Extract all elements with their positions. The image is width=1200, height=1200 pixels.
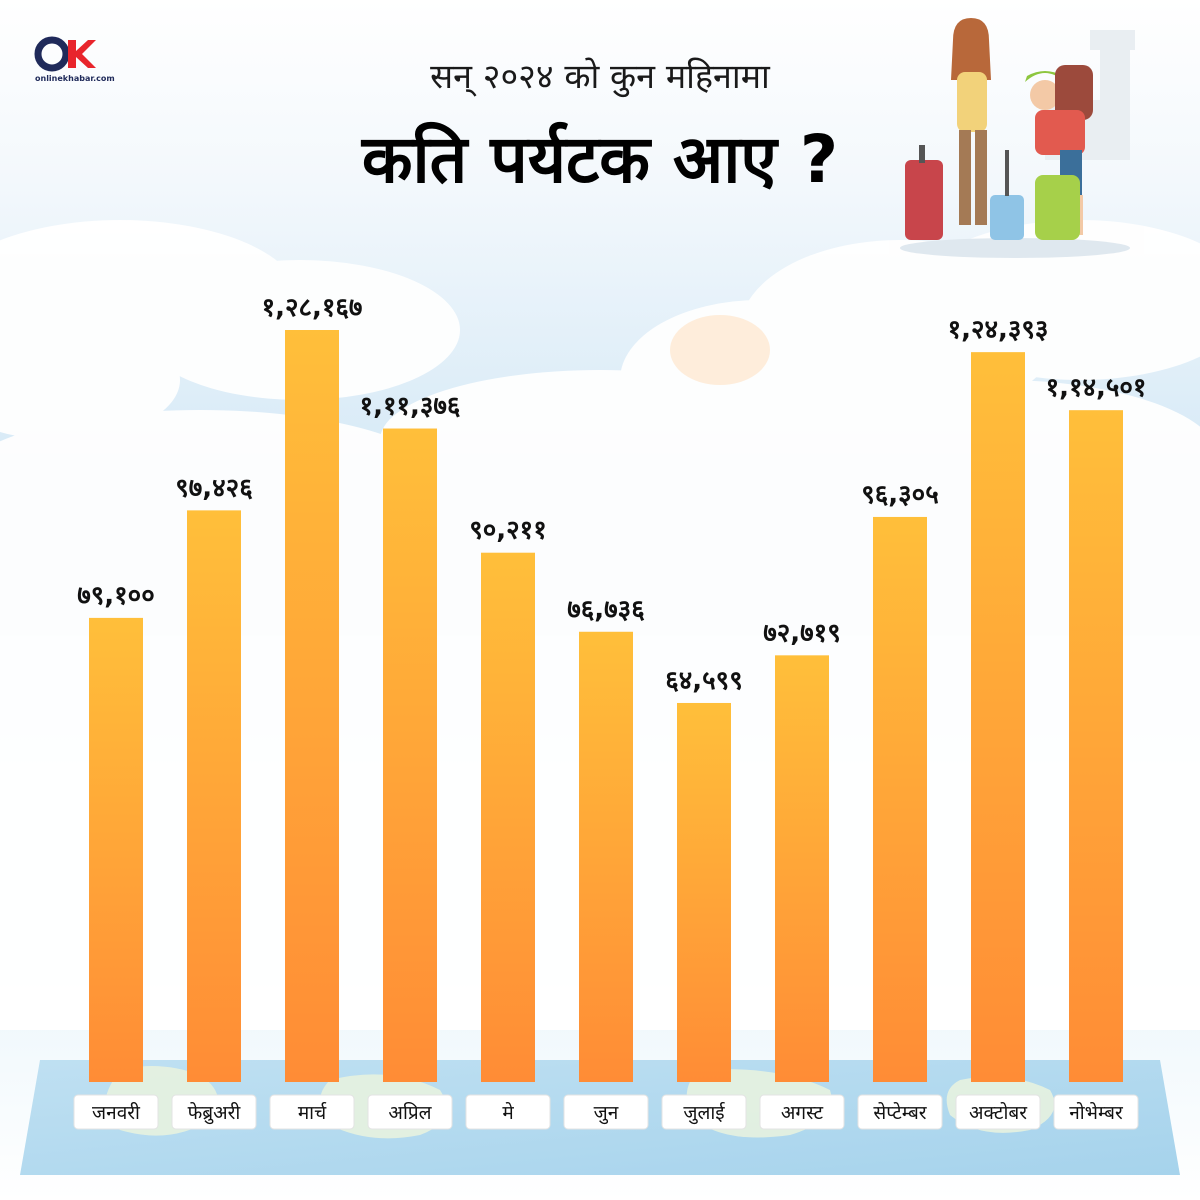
bar-value-label: ९६,३०५ xyxy=(861,480,938,510)
category-label: जनवरी xyxy=(92,1101,141,1124)
category-label: मार्च xyxy=(298,1101,327,1124)
onlinekhabar-logo: onlinekhabar.com xyxy=(34,36,115,86)
bar-7 xyxy=(677,702,731,1082)
bar-value-label: ६४,५९९ xyxy=(665,666,742,696)
bar-value-label: ७२,७१९ xyxy=(763,618,840,648)
bar-value-label: १,२८,१६७ xyxy=(262,293,363,323)
bar-value-label: ९७,४२६ xyxy=(175,473,252,503)
category-label-box xyxy=(563,1094,649,1130)
bar-11 xyxy=(1069,410,1123,1083)
category-label: जुन xyxy=(594,1102,619,1125)
bar-4 xyxy=(383,428,437,1083)
bar-1 xyxy=(89,617,143,1082)
bar-3 xyxy=(285,330,339,1082)
category-label-box xyxy=(857,1094,943,1130)
category-label: मे xyxy=(502,1101,514,1124)
bar-value-label: १,१४,५०१ xyxy=(1046,373,1147,403)
bar-10 xyxy=(971,352,1025,1082)
category-label-box xyxy=(759,1094,845,1130)
category-label: अप्रिल xyxy=(388,1101,432,1124)
category-label-box xyxy=(955,1094,1041,1130)
bar-value-label: ७६,७३६ xyxy=(567,595,644,625)
bar-value-label: १,२४,३९३ xyxy=(948,315,1049,345)
category-label: अक्टोबर xyxy=(969,1101,1028,1124)
category-label-box xyxy=(661,1094,747,1130)
category-label-box xyxy=(367,1094,453,1130)
bar-value-label: ९०,२११ xyxy=(469,516,546,546)
category-label-box xyxy=(73,1094,159,1130)
category-label: अगस्ट xyxy=(781,1102,824,1124)
bar-value-label: १,११,३७६ xyxy=(360,392,461,422)
category-label: फेब्रुअरी xyxy=(188,1101,242,1125)
bar-value-label: ७९,१०० xyxy=(77,581,154,611)
bar-2 xyxy=(187,510,241,1082)
logo-text: onlinekhabar.com xyxy=(35,74,115,83)
category-label: नोभेम्बर xyxy=(1069,1101,1124,1124)
page-title: कति पर्यटक आए ? xyxy=(361,121,839,198)
bar-8 xyxy=(775,655,829,1082)
page-subtitle: सन् २०२४ को कुन महिनामा xyxy=(430,57,770,97)
bar-5 xyxy=(481,552,535,1082)
travelers-illustration xyxy=(900,18,1135,258)
category-label-box xyxy=(1053,1094,1139,1130)
category-label-box xyxy=(465,1094,551,1130)
category-label-box xyxy=(269,1094,355,1130)
bar-6 xyxy=(579,631,633,1082)
category-label-box xyxy=(171,1094,257,1130)
category-label: सेप्टेम्बर xyxy=(873,1101,927,1124)
bar-9 xyxy=(873,516,927,1082)
category-label: जुलाई xyxy=(683,1101,725,1125)
logo-icon xyxy=(34,36,96,72)
